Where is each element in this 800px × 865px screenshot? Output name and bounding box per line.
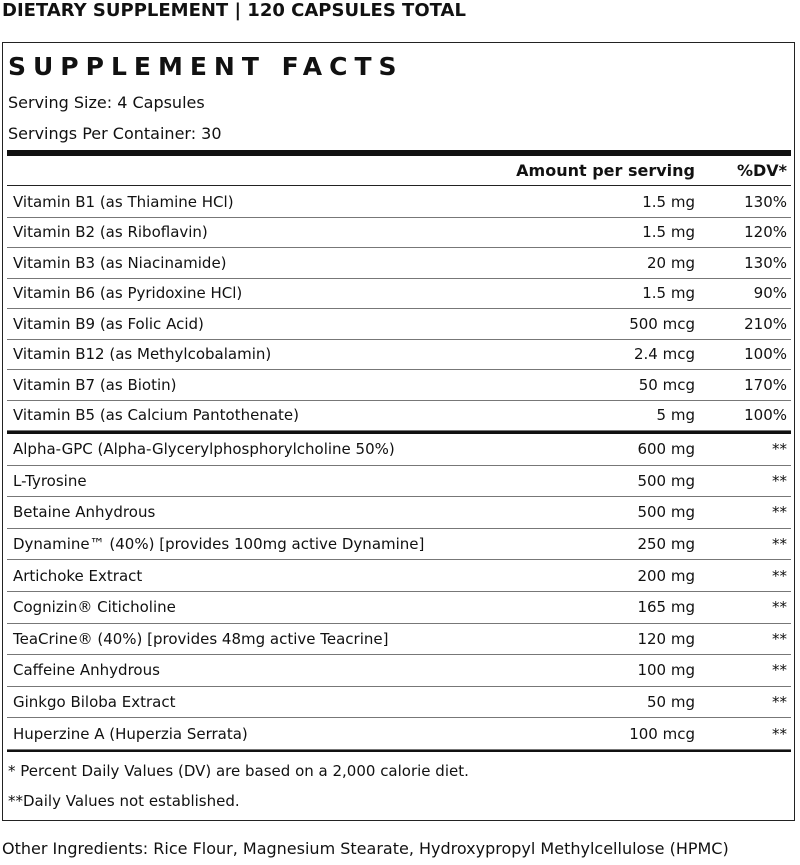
ingredient-name: Vitamin B3 (as Niacinamide) bbox=[13, 253, 227, 272]
daily-value: ** bbox=[772, 724, 787, 743]
table-row: Alpha-GPC (Alpha-Glycerylphosphorylcholi… bbox=[7, 434, 791, 466]
amount: 600 mg bbox=[637, 440, 695, 459]
amount: 50 mcg bbox=[638, 375, 695, 394]
amount: 1.5 mg bbox=[642, 223, 695, 242]
table-row: Artichoke Extract 200 mg ** bbox=[7, 560, 791, 592]
amount: 165 mg bbox=[637, 598, 695, 617]
daily-value: ** bbox=[772, 503, 787, 522]
amount: 1.5 mg bbox=[642, 284, 695, 303]
amount: 5 mg bbox=[656, 406, 695, 425]
column-label: Amount per serving bbox=[516, 161, 695, 180]
thick-rule bbox=[7, 150, 791, 156]
ingredient-name: Ginkgo Biloba Extract bbox=[13, 693, 176, 712]
daily-value: ** bbox=[772, 440, 787, 459]
table-row: Vitamin B2 (as Riboflavin) 1.5 mg 120% bbox=[7, 218, 791, 248]
table-row: Betaine Anhydrous 500 mg ** bbox=[7, 497, 791, 529]
footnote: **Daily Values not established. bbox=[8, 792, 240, 810]
ingredient-name: TeaCrine® (40%) [provides 48mg active Te… bbox=[13, 629, 389, 648]
amount: 20 mg bbox=[647, 253, 695, 272]
daily-value: ** bbox=[772, 535, 787, 554]
daily-value: ** bbox=[772, 566, 787, 585]
ingredient-name: Cognizin® Citicholine bbox=[13, 598, 176, 617]
table-row: Vitamin B1 (as Thiamine HCl) 1.5 mg 130% bbox=[7, 187, 791, 218]
daily-value: 100% bbox=[744, 406, 787, 425]
table-row: Vitamin B5 (as Calcium Pantothenate) 5 mg… bbox=[7, 401, 791, 431]
ingredient-name: Vitamin B9 (as Folic Acid) bbox=[13, 314, 204, 333]
daily-value: ** bbox=[772, 693, 787, 712]
amount: 120 mg bbox=[637, 629, 695, 648]
serving-size: Serving Size: 4 Capsules bbox=[8, 93, 205, 112]
table-row: L-Tyrosine 500 mg ** bbox=[7, 466, 791, 498]
amount: 50 mg bbox=[647, 693, 695, 712]
column-label: %DV* bbox=[736, 161, 787, 180]
ingredient-name: Vitamin B6 (as Pyridoxine HCl) bbox=[13, 284, 243, 303]
amount: 100 mcg bbox=[629, 724, 695, 743]
table-row: Cognizin® Citicholine 165 mg ** bbox=[7, 592, 791, 624]
amount: 1.5 mg bbox=[642, 192, 695, 211]
amount: 100 mg bbox=[637, 661, 695, 680]
rule bbox=[7, 750, 791, 752]
table-row: Vitamin B3 (as Niacinamide) 20 mg 130% bbox=[7, 248, 791, 279]
table-row: Ginkgo Biloba Extract 50 mg ** bbox=[7, 687, 791, 719]
servings-per-container: Servings Per Container: 30 bbox=[8, 124, 222, 143]
header-title: DIETARY SUPPLEMENT | 120 CAPSULES TOTAL bbox=[2, 0, 466, 21]
amount: 500 mg bbox=[637, 471, 695, 490]
table-row: Vitamin B12 (as Methylcobalamin) 2.4 mcg 1… bbox=[7, 340, 791, 370]
daily-value: 210% bbox=[744, 314, 787, 333]
table-row: Huperzine A (Huperzia Serrata) 100 mcg ** bbox=[7, 718, 791, 750]
daily-value: 90% bbox=[753, 284, 787, 303]
footnote: * Percent Daily Values (DV) are based on… bbox=[8, 762, 469, 780]
amount: 500 mcg bbox=[629, 314, 695, 333]
ingredient-name: Vitamin B5 (as Calcium Pantothenate) bbox=[13, 406, 299, 425]
table-row: Vitamin B7 (as Biotin) 50 mcg 170% bbox=[7, 370, 791, 401]
thick-rule bbox=[7, 431, 791, 434]
facts-panel bbox=[2, 42, 795, 821]
ingredient-name: Vitamin B1 (as Thiamine HCl) bbox=[13, 192, 234, 211]
ingredient-name: Vitamin B7 (as Biotin) bbox=[13, 375, 177, 394]
daily-value: 120% bbox=[744, 223, 787, 242]
panel-title: SUPPLEMENT FACTS bbox=[8, 52, 404, 81]
daily-value: ** bbox=[772, 598, 787, 617]
ingredient-name: Artichoke Extract bbox=[13, 566, 143, 585]
amount: 250 mg bbox=[637, 535, 695, 554]
daily-value: 170% bbox=[744, 375, 787, 394]
amount: 2.4 mcg bbox=[633, 345, 695, 364]
daily-value: ** bbox=[772, 629, 787, 648]
table-row: Vitamin B9 (as Folic Acid) 500 mcg 210% bbox=[7, 309, 791, 340]
ingredient-name: Betaine Anhydrous bbox=[13, 503, 156, 522]
daily-value: 130% bbox=[744, 253, 787, 272]
ingredient-name: Vitamin B2 (as Riboflavin) bbox=[13, 223, 208, 242]
table-row: Vitamin B6 (as Pyridoxine HCl) 1.5 mg 90% bbox=[7, 279, 791, 309]
amount: 200 mg bbox=[637, 566, 695, 585]
ingredient-name: Huperzine A (Huperzia Serrata) bbox=[13, 724, 248, 743]
daily-value: 130% bbox=[744, 192, 787, 211]
amount: 500 mg bbox=[637, 503, 695, 522]
ingredient-name: L-Tyrosine bbox=[13, 471, 87, 490]
ingredient-name: Vitamin B12 (as Methylcobalamin) bbox=[13, 345, 272, 364]
column-header: Amount per serving %DV* bbox=[7, 156, 791, 186]
table-row: Caffeine Anhydrous 100 mg ** bbox=[7, 655, 791, 687]
daily-value: ** bbox=[772, 471, 787, 490]
table-row: Dynamine™ (40%) [provides 100mg active D… bbox=[7, 529, 791, 561]
ingredient-name: Caffeine Anhydrous bbox=[13, 661, 160, 680]
table-row: TeaCrine® (40%) [provides 48mg active Te… bbox=[7, 624, 791, 656]
other-ingredients: Other Ingredients: Rice Flour, Magnesium… bbox=[2, 839, 729, 858]
ingredient-name: Alpha-GPC (Alpha-Glycerylphosphorylcholi… bbox=[13, 440, 395, 459]
ingredient-name: Dynamine™ (40%) [provides 100mg active D… bbox=[13, 535, 425, 554]
daily-value: ** bbox=[772, 661, 787, 680]
daily-value: 100% bbox=[744, 345, 787, 364]
